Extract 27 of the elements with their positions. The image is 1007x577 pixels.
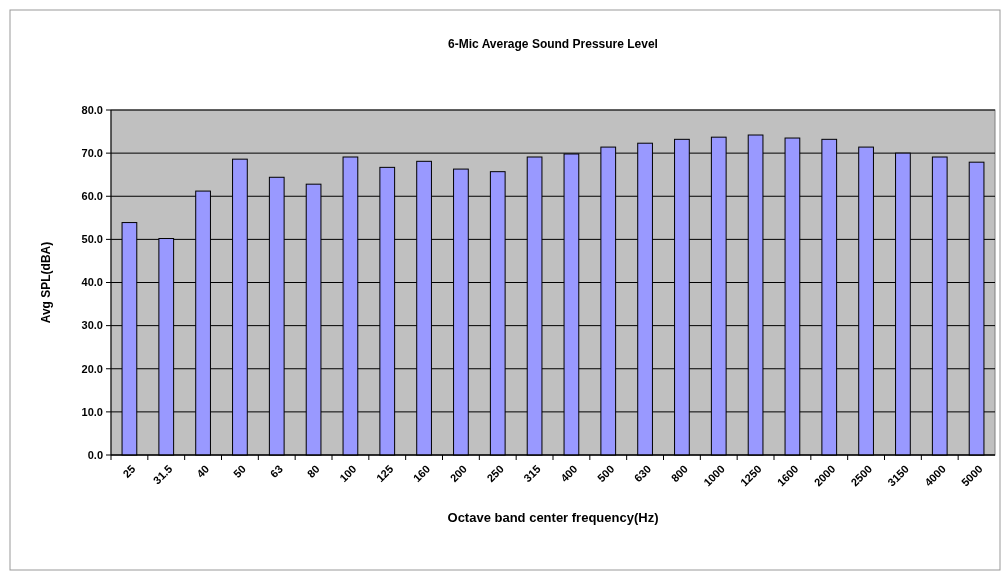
x-tick-label: 40 xyxy=(194,462,212,480)
x-tick-label: 800 xyxy=(668,462,691,485)
x-tick-label: 125 xyxy=(373,462,396,485)
x-tick-label: 400 xyxy=(558,462,580,485)
x-tick-label: 25 xyxy=(120,462,138,480)
y-axis-title: Avg SPL(dBA) xyxy=(39,241,53,324)
y-tick-label: 40.0 xyxy=(81,276,103,289)
x-tick-label: 630 xyxy=(631,462,654,485)
y-tick-label: 0.0 xyxy=(87,448,103,461)
y-tick-label: 50.0 xyxy=(81,233,103,246)
chart-title: 6-Mic Average Sound Pressure Level xyxy=(448,37,658,51)
x-tick-label: 50 xyxy=(230,462,249,480)
x-tick-label: 250 xyxy=(484,462,506,485)
x-tick-label: 80 xyxy=(304,462,322,480)
x-tick-label: 160 xyxy=(410,462,433,485)
y-tick-label: 10.0 xyxy=(81,405,103,418)
y-tick-label: 60.0 xyxy=(81,190,103,203)
x-tick-label: 63 xyxy=(267,462,285,480)
y-tick-label: 20.0 xyxy=(81,362,103,375)
y-tick-label: 70.0 xyxy=(81,146,103,159)
x-axis-title: Octave band center frequency(Hz) xyxy=(447,510,659,525)
x-tick-label: 100 xyxy=(337,462,359,485)
x-tick-label: 315 xyxy=(521,462,543,485)
y-tick-label: 80.0 xyxy=(81,103,103,116)
x-tick-label: 200 xyxy=(447,462,470,485)
y-tick-label: 30.0 xyxy=(81,319,103,332)
x-tick-label: 500 xyxy=(594,462,617,485)
